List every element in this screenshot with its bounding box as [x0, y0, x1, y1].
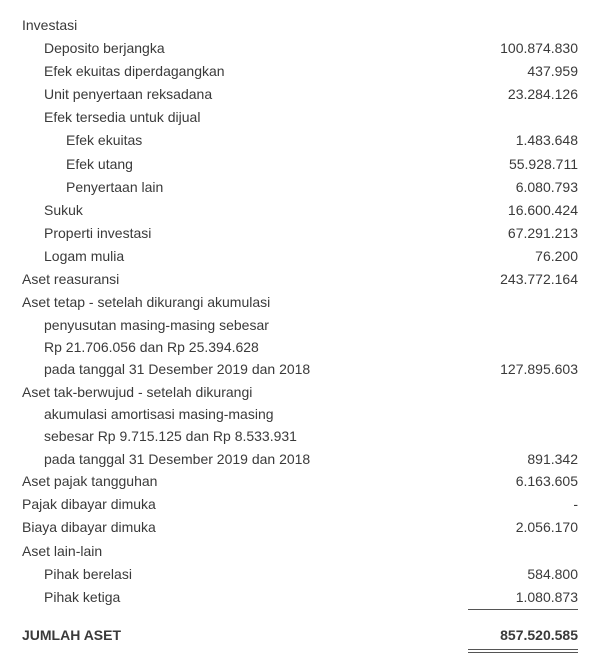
- label-bdd: Biaya dibayar dimuka: [22, 516, 468, 539]
- aset-tetap-l3: Rp 21.706.056 dan Rp 25.394.628: [22, 336, 468, 358]
- row-unit-reksadana: Unit penyertaan reksadana 23.284.126: [22, 83, 578, 106]
- row-deposito: Deposito berjangka 100.874.830: [22, 37, 578, 60]
- row-properti-investasi: Properti investasi 67.291.213: [22, 222, 578, 245]
- row-atb-l4: pada tanggal 31 Desember 2019 dan 2018 8…: [22, 448, 578, 470]
- label-pdd: Pajak dibayar dimuka: [22, 493, 468, 516]
- label-eed: Efek ekuitas diperdagangkan: [22, 60, 468, 83]
- label-jumlah-aset: JUMLAH ASET: [22, 624, 468, 647]
- label-efek-tersedia: Efek tersedia untuk dijual: [22, 106, 468, 129]
- value-atb: 891.342: [468, 448, 578, 470]
- value-bdd: 2.056.170: [468, 516, 578, 539]
- row-atb-l2: akumulasi amortisasi masing-masing: [22, 403, 578, 425]
- value-reasuransi: 243.772.164: [468, 268, 578, 291]
- value-pdd: -: [468, 493, 578, 516]
- row-efek-ekuitas-diperdagangkan: Efek ekuitas diperdagangkan 437.959: [22, 60, 578, 83]
- efek-tersedia-header: Efek tersedia untuk dijual: [22, 106, 578, 129]
- value-properti: 67.291.213: [468, 222, 578, 245]
- value-pb: 584.800: [468, 563, 578, 586]
- aset-tetap-l2: penyusutan masing-masing sebesar: [22, 314, 468, 336]
- label-reasuransi: Aset reasuransi: [22, 268, 468, 291]
- row-aset-tetap-l4: pada tanggal 31 Desember 2019 dan 2018 1…: [22, 358, 578, 380]
- label-efek-utang: Efek utang: [22, 153, 468, 176]
- aset-lain-header: Aset lain-lain: [22, 540, 578, 563]
- row-aset-pajak-tangguhan: Aset pajak tangguhan 6.163.605: [22, 470, 578, 493]
- row-aset-tetap-l3: Rp 21.706.056 dan Rp 25.394.628: [22, 336, 578, 358]
- row-aset-tetap-l1: Aset tetap - setelah dikurangi akumulasi: [22, 291, 578, 313]
- value-deposito: 100.874.830: [468, 37, 578, 60]
- value-reksadana: 23.284.126: [468, 83, 578, 106]
- aset-tetap-l4: pada tanggal 31 Desember 2019 dan 2018: [22, 358, 468, 380]
- row-pajak-dibayar-dimuka: Pajak dibayar dimuka -: [22, 493, 578, 516]
- label-reksadana: Unit penyertaan reksadana: [22, 83, 468, 106]
- atb-l2: akumulasi amortisasi masing-masing: [22, 403, 468, 425]
- row-atb-l3: sebesar Rp 9.715.125 dan Rp 8.533.931: [22, 425, 578, 447]
- row-logam-mulia: Logam mulia 76.200: [22, 245, 578, 268]
- investasi-header-label: Investasi: [22, 14, 468, 37]
- atb-l1: Aset tak-berwujud - setelah dikurangi: [22, 381, 468, 403]
- label-penyertaan-lain: Penyertaan lain: [22, 176, 468, 199]
- row-biaya-dibayar-dimuka: Biaya dibayar dimuka 2.056.170: [22, 516, 578, 539]
- value-efek-utang: 55.928.711: [468, 153, 578, 176]
- aset-tetap-l1: Aset tetap - setelah dikurangi akumulasi: [22, 291, 468, 313]
- row-efek-utang: Efek utang 55.928.711: [22, 153, 578, 176]
- row-jumlah-aset: JUMLAH ASET 857.520.585: [22, 624, 578, 653]
- investasi-header: Investasi: [22, 14, 578, 37]
- value-logam: 76.200: [468, 245, 578, 268]
- label-deposito: Deposito berjangka: [22, 37, 468, 60]
- atb-l4: pada tanggal 31 Desember 2019 dan 2018: [22, 448, 468, 470]
- label-logam: Logam mulia: [22, 245, 468, 268]
- label-aset-lain: Aset lain-lain: [22, 540, 468, 563]
- label-efek-ekuitas: Efek ekuitas: [22, 129, 468, 152]
- value-efek-ekuitas: 1.483.648: [468, 129, 578, 152]
- row-aset-tetap-l2: penyusutan masing-masing sebesar: [22, 314, 578, 336]
- atb-l3: sebesar Rp 9.715.125 dan Rp 8.533.931: [22, 425, 468, 447]
- label-properti: Properti investasi: [22, 222, 468, 245]
- row-pihak-berelasi: Pihak berelasi 584.800: [22, 563, 578, 586]
- row-sukuk: Sukuk 16.600.424: [22, 199, 578, 222]
- row-pihak-ketiga: Pihak ketiga 1.080.873: [22, 586, 578, 610]
- label-apt: Aset pajak tangguhan: [22, 470, 468, 493]
- row-efek-ekuitas: Efek ekuitas 1.483.648: [22, 129, 578, 152]
- value-pk: 1.080.873: [468, 586, 578, 610]
- value-apt: 6.163.605: [468, 470, 578, 493]
- row-atb-l1: Aset tak-berwujud - setelah dikurangi: [22, 381, 578, 403]
- row-penyertaan-lain: Penyertaan lain 6.080.793: [22, 176, 578, 199]
- label-pb: Pihak berelasi: [22, 563, 468, 586]
- label-sukuk: Sukuk: [22, 199, 468, 222]
- label-pk: Pihak ketiga: [22, 586, 468, 609]
- value-penyertaan-lain: 6.080.793: [468, 176, 578, 199]
- row-aset-reasuransi: Aset reasuransi 243.772.164: [22, 268, 578, 291]
- value-eed: 437.959: [468, 60, 578, 83]
- value-aset-tetap: 127.895.603: [468, 358, 578, 380]
- value-sukuk: 16.600.424: [468, 199, 578, 222]
- value-jumlah-aset: 857.520.585: [468, 624, 578, 653]
